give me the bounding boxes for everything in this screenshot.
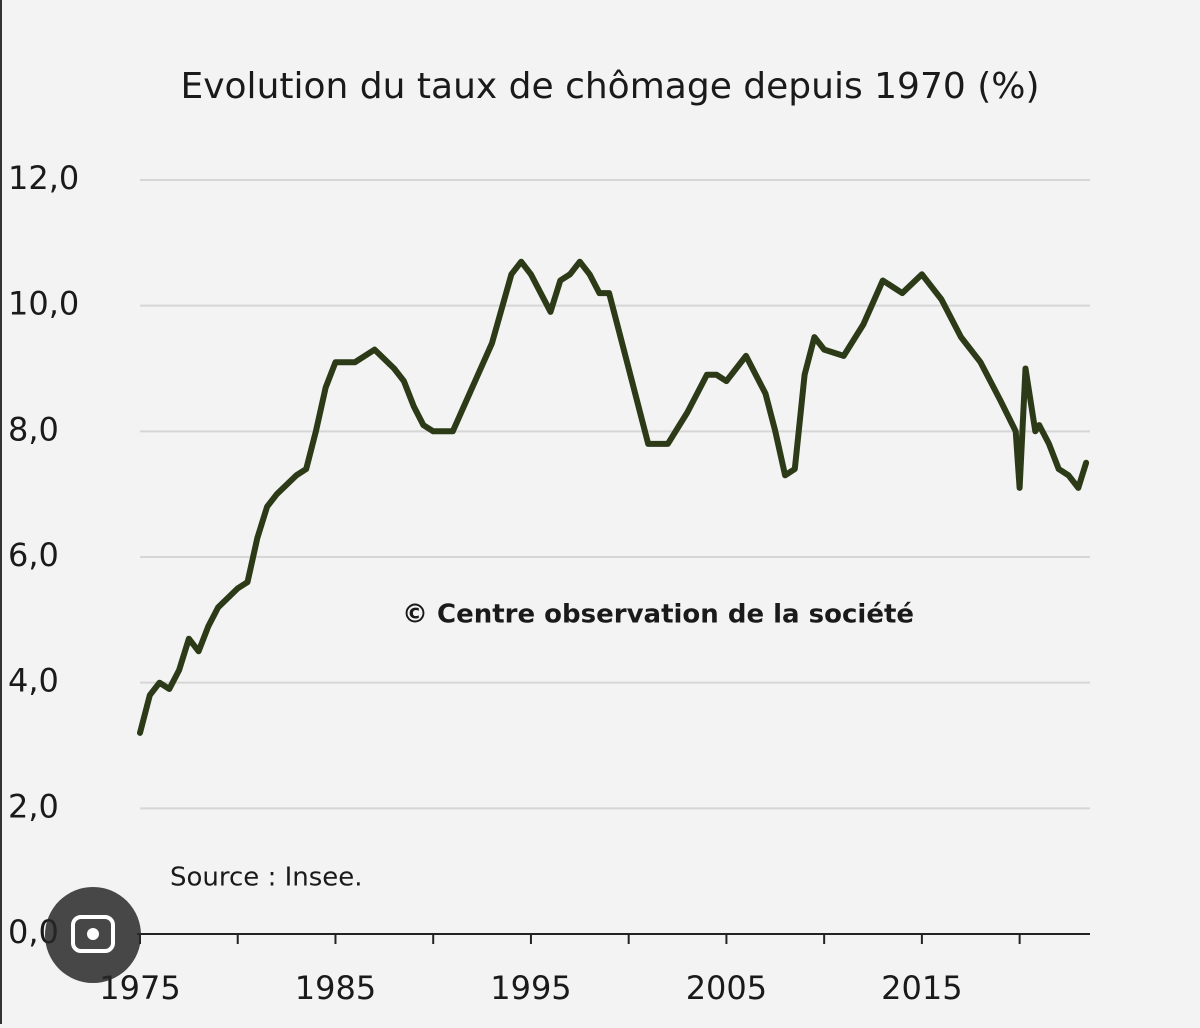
x-tick-label: 2015 [881, 969, 962, 1007]
annotation: © Centre observation de la société [402, 600, 914, 630]
x-tick-label: 1995 [490, 969, 571, 1007]
y-tick-label: 12,0 [8, 159, 79, 197]
y-tick-label: 10,0 [8, 285, 79, 323]
y-tick-label: 8,0 [8, 410, 59, 448]
x-tick-label: 1985 [295, 969, 376, 1007]
chart-title: Evolution du taux de chômage depuis 1970… [180, 66, 1039, 107]
x-tick-label: 2005 [686, 969, 767, 1007]
lens-icon[interactable] [45, 887, 141, 983]
y-tick-label: 6,0 [8, 536, 59, 574]
data-line [137, 258, 1090, 736]
y-tick-label: 2,0 [8, 787, 59, 825]
annotation: Source : Insee. [170, 863, 363, 893]
y-tick-label: 4,0 [8, 662, 59, 700]
